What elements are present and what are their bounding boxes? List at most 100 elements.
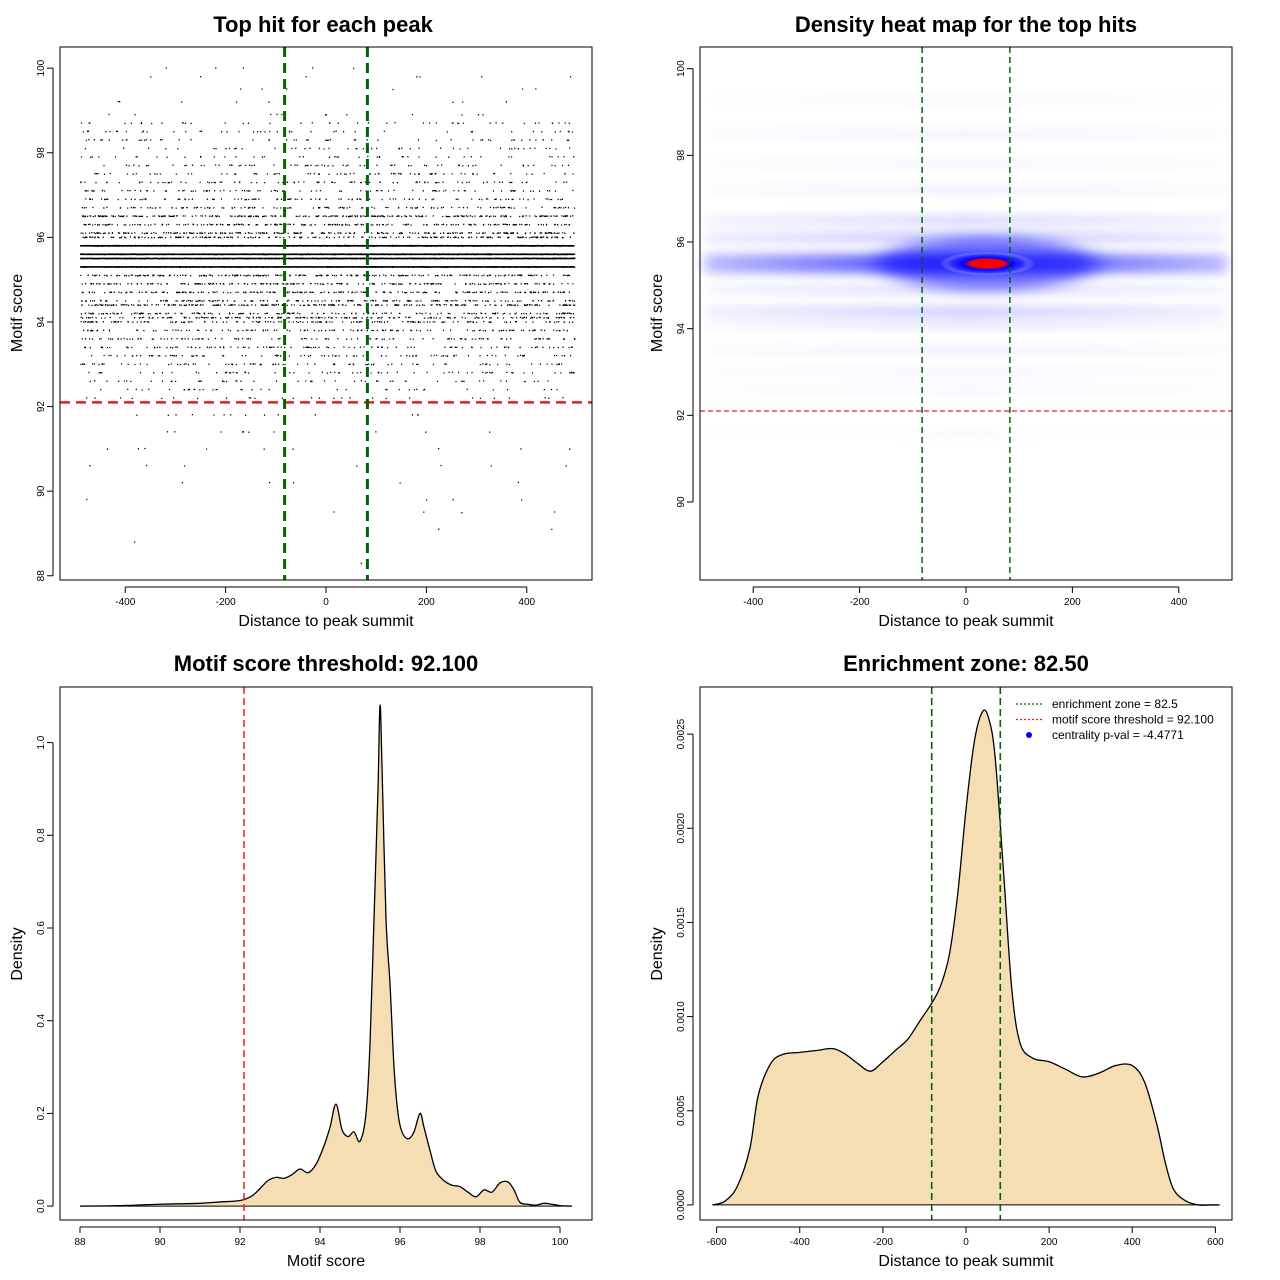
distance-density-y-tick-label: 0.0010 [676,1001,687,1032]
score-band-points [86,397,564,400]
scatter-y-tick-label: 98 [36,147,47,159]
score-density-x-label: Motif score [287,1253,365,1270]
heat-band [705,160,1227,168]
heatmap-y-tick-label: 98 [676,149,687,161]
scatter-y-tick-label: 88 [36,570,47,582]
heatmap-x-tick-label: -200 [850,597,870,608]
distance-density-x-tick-label: 400 [1124,1237,1141,1248]
score-band-points [80,316,575,319]
score-density-y-label: Density [9,927,26,980]
scatter-axes: -400 -200 0 200 400 88 90 92 94 96 98 100 [36,46,593,608]
heat-band [705,95,1227,103]
score-band-points [83,329,568,332]
scatter-x-tick-label: 0 [323,597,329,608]
distance-density-y-tick-label: 0.0020 [676,813,687,844]
heatmap-x-tick-label: 200 [1064,597,1081,608]
heat-band [705,130,1227,138]
score-density-area [80,705,572,1207]
distance-density-x-tick-label: 200 [1041,1237,1058,1248]
scatter-y-label: Motif score [9,274,26,352]
heat-band [705,368,1227,376]
score-band-points [81,291,570,294]
scatter-y-tick-label: 96 [36,231,47,243]
legend-label: motif score threshold = 92.100 [1052,713,1214,727]
score-band-points [240,88,537,91]
score-density-y-tick-label: 0.8 [36,828,47,842]
scatter-y-tick-label: 100 [36,59,47,76]
legend-item: enrichment zone = 82.5 [1016,697,1178,711]
score-band-points [100,388,558,391]
scatter-points [80,67,576,565]
score-band-points [86,498,523,501]
distance-density-area [712,710,1220,1206]
distance-density-x-tick-label: 600 [1207,1237,1224,1248]
heatmap-y-label: Motif score [649,274,666,352]
distance-density-x-tick-label: -400 [790,1237,810,1248]
score-band-points [88,371,575,374]
heat-band [705,232,1227,243]
heatmap-x-tick-label: -400 [743,597,763,608]
score-band-points [80,155,575,159]
legend-item: motif score threshold = 92.100 [1016,713,1214,727]
score-density-body [79,704,573,1207]
distance-density-y-tick-label: 0.0015 [676,907,687,938]
score-band-points [84,346,573,349]
legend-label: centrality p-val = -4.4771 [1052,728,1184,742]
score-band-points [81,303,576,307]
legend-label: enrichment zone = 82.5 [1052,697,1178,711]
score-band-points [103,164,570,167]
score-density-y-tick-label: 0.0 [36,1199,47,1213]
score-band-points [81,299,575,302]
scatter-x-tick-label: -400 [115,597,135,608]
score-band-points [333,511,556,514]
distance-density-y-label: Density [649,927,666,980]
scatter-x-tick-label: 200 [418,597,435,608]
score-band-points [108,113,484,116]
heat-hotspot [939,251,1036,276]
heatmap-y-tick-label: 90 [676,496,687,508]
heatmap-body [700,47,1232,580]
legend-point-swatch [1026,732,1032,738]
score-density-y-tick-label: 0.4 [36,1013,47,1027]
score-density-y-tick-label: 0.2 [36,1106,47,1120]
score-band-points [181,481,519,484]
score-band-points [91,354,572,357]
heatmap-x-tick-label: 0 [963,597,969,608]
heat-band [705,186,1227,194]
heat-band [705,306,1227,317]
distance-density-curve [712,709,1220,1206]
score-band-points [94,172,574,175]
scatter-y-tick-label: 94 [36,316,47,328]
heat-band [705,346,1227,355]
scatter-x-tick-label: -200 [216,597,236,608]
heatmap-y-tick-label: 94 [676,323,687,335]
score-band-points [82,236,571,239]
score-density-y-tick-label: 0.6 [36,921,47,935]
heatmap-x-label: Distance to peak summit [878,613,1054,630]
score-density-x-tick-label: 90 [154,1237,166,1248]
scatter-title: Top hit for each peak [213,12,433,37]
heat-band [705,385,1227,393]
score-density-y-tick-label: 1.0 [36,735,47,749]
score-band-points [80,274,571,277]
distance-density-panel: Enrichment zone: 82.50 -600 -400 -200 0 200 4… [649,651,1233,1270]
score-band-points [80,320,574,324]
score-band-points [80,122,570,125]
score-density-x-tick-label: 94 [314,1237,326,1248]
heatmap-axes: -400 -200 0 200 400 90 92 94 96 98 100 [676,46,1233,608]
heat-band [705,285,1227,295]
scatter-x-label: Distance to peak summit [238,613,414,630]
score-band-points [82,130,574,133]
score-band-points [89,464,567,467]
legend-item: centrality p-val = -4.4771 [1026,728,1184,742]
heat-band [705,429,1227,436]
heat-band [705,215,1227,225]
score-band-points [117,100,507,104]
score-band-points [81,244,574,247]
score-band-points [80,181,568,184]
score-density-plot-frame [59,686,593,1221]
distance-density-axes: -600 -400 -200 0 200 400 600 0.0000 0.0005 0.0010… [676,686,1233,1248]
scatter-y-tick-label: 92 [36,401,47,413]
distance-density-title: Enrichment zone: 82.50 [843,651,1089,676]
